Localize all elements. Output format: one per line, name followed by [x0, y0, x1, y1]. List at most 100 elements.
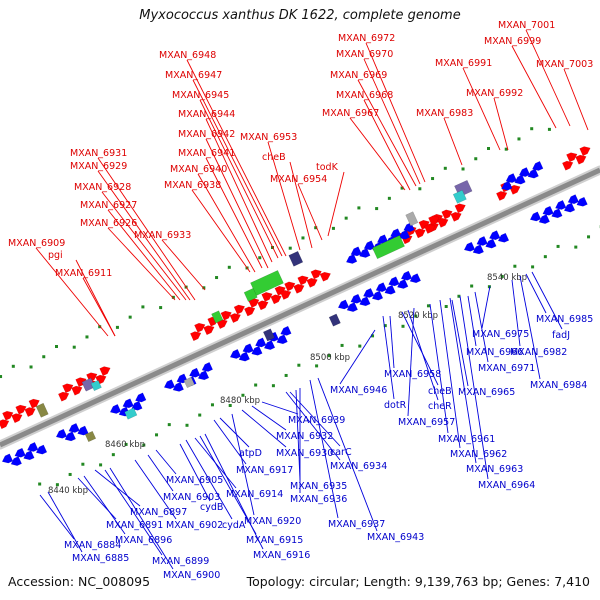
reverse-label-leader	[511, 279, 521, 347]
small-green-mark	[159, 306, 163, 310]
scale-label: 8540 kbp	[487, 273, 527, 283]
reverse-gene-label: MXAN_6985	[536, 314, 593, 325]
small-green-mark	[357, 206, 361, 210]
forward-gene-label: MXAN_6968	[336, 90, 393, 101]
reverse-gene-arrow	[238, 351, 250, 362]
forward-gene-label: MXAN_6941	[178, 148, 235, 159]
small-green-mark	[258, 256, 262, 260]
reverse-label-leader	[339, 329, 376, 385]
small-green-mark	[443, 166, 447, 170]
forward-label-leader	[205, 138, 269, 269]
forward-gene-label: MXAN_6948	[159, 50, 216, 61]
forward-gene-label: MXAN_6933	[134, 230, 191, 241]
small-green-mark	[401, 324, 405, 328]
forward-label-leader	[101, 191, 187, 301]
reverse-label-leader	[104, 469, 163, 556]
reverse-gene-arrow	[350, 293, 362, 304]
small-green-mark	[543, 255, 547, 259]
forward-gene-label: MXAN_6928	[74, 182, 131, 193]
forward-gene-label: MXAN_7001	[498, 20, 555, 31]
reverse-gene-arrow	[14, 447, 26, 458]
reverse-gene-arrow	[109, 404, 122, 414]
accession-text: Accession: NC_008095	[8, 574, 151, 589]
scale-label: 8500 kbp	[310, 353, 350, 363]
reverse-label-leader	[531, 271, 563, 330]
reverse-gene-arrow	[505, 173, 517, 183]
small-green-mark	[470, 284, 474, 288]
small-green-mark	[301, 236, 305, 240]
forward-label-leader	[363, 99, 411, 191]
reverse-gene-label: MXAN_6971	[478, 363, 535, 374]
reverse-gene-arrow	[35, 444, 48, 455]
feature-box	[263, 328, 275, 342]
forward-gene-arrow	[233, 304, 246, 315]
forward-gene-arrow	[293, 283, 305, 294]
forward-gene-arrow	[99, 366, 111, 377]
reverse-gene-label: MXAN_6946	[330, 385, 387, 396]
reverse-gene-label: cheB	[428, 386, 452, 397]
forward-gene-label: MXAN_6970	[336, 49, 393, 60]
small-green-mark	[227, 265, 231, 269]
forward-gene-label: MXAN_6967	[322, 108, 379, 119]
reverse-label-leader	[199, 435, 257, 535]
reverse-gene-label: carC	[330, 447, 352, 458]
reverse-gene-arrow	[1, 453, 14, 464]
reverse-gene-label: MXAN_6884	[64, 540, 121, 551]
forward-gene-arrow	[274, 285, 286, 296]
forward-label-leader	[107, 209, 181, 301]
reverse-label-leader	[407, 307, 415, 417]
small-green-mark	[55, 345, 59, 349]
reverse-gene-label: MXAN_6917	[236, 465, 293, 476]
reverse-gene-label: fadJ	[552, 330, 570, 341]
small-green-mark	[426, 304, 430, 308]
reverse-gene-label: MXAN_6975	[472, 329, 529, 340]
feature-box	[84, 430, 97, 443]
small-green-mark	[327, 354, 331, 358]
small-green-mark	[457, 294, 461, 298]
small-green-mark	[517, 137, 521, 141]
feature-box	[124, 407, 138, 420]
reverse-gene-arrow	[390, 228, 402, 239]
reverse-gene-label: MXAN_6914	[226, 489, 283, 500]
forward-gene-arrow	[0, 419, 10, 430]
reverse-gene-arrow	[375, 282, 387, 293]
forward-gene-label: MXAN_6972	[338, 33, 395, 44]
forward-gene-label: MXAN_7003	[536, 59, 593, 70]
reverse-gene-labels: MXAN_6884 MXAN_6885 MXAN_6891 MXAN_6896 MXAN…	[39, 271, 593, 581]
reverse-label-leader	[261, 401, 299, 415]
reverse-gene-arrow	[518, 167, 531, 177]
forward-gene-arrow	[509, 184, 521, 195]
small-green-mark	[128, 315, 132, 319]
feature-boxes	[35, 179, 473, 443]
small-green-mark	[288, 246, 292, 250]
reverse-gene-label: MXAN_6932	[276, 431, 333, 442]
forward-gene-arrow	[319, 271, 331, 282]
reverse-gene-arrow	[359, 248, 371, 258]
reverse-gene-arrow	[409, 273, 421, 284]
reverse-label-leader	[519, 275, 541, 380]
small-green-mark	[72, 345, 76, 349]
small-green-mark	[315, 364, 319, 368]
small-green-mark	[418, 187, 422, 191]
forward-label-leader	[199, 99, 279, 259]
reverse-gene-arrow	[131, 400, 143, 411]
small-green-mark	[142, 443, 146, 447]
small-green-mark	[141, 305, 145, 309]
small-green-mark	[297, 363, 301, 367]
scale-label: 8480 kbp	[220, 396, 260, 406]
small-green-mark	[98, 325, 102, 329]
reverse-gene-arrow	[68, 423, 80, 433]
reverse-label-leader	[459, 295, 489, 480]
small-green-mark	[171, 295, 175, 299]
forward-label-leader	[462, 67, 501, 151]
forward-gene-label: MXAN_6927	[80, 200, 137, 211]
reverse-gene-label: cheR	[428, 401, 452, 412]
small-green-mark	[284, 373, 288, 377]
reverse-label-leader	[204, 433, 264, 550]
reverse-gene-arrow	[532, 161, 544, 171]
reverse-gene-arrow	[64, 431, 76, 442]
reverse-gene-arrow	[276, 334, 288, 345]
forward-gene-label: MXAN_6931	[70, 148, 127, 159]
small-green-mark	[556, 244, 560, 248]
